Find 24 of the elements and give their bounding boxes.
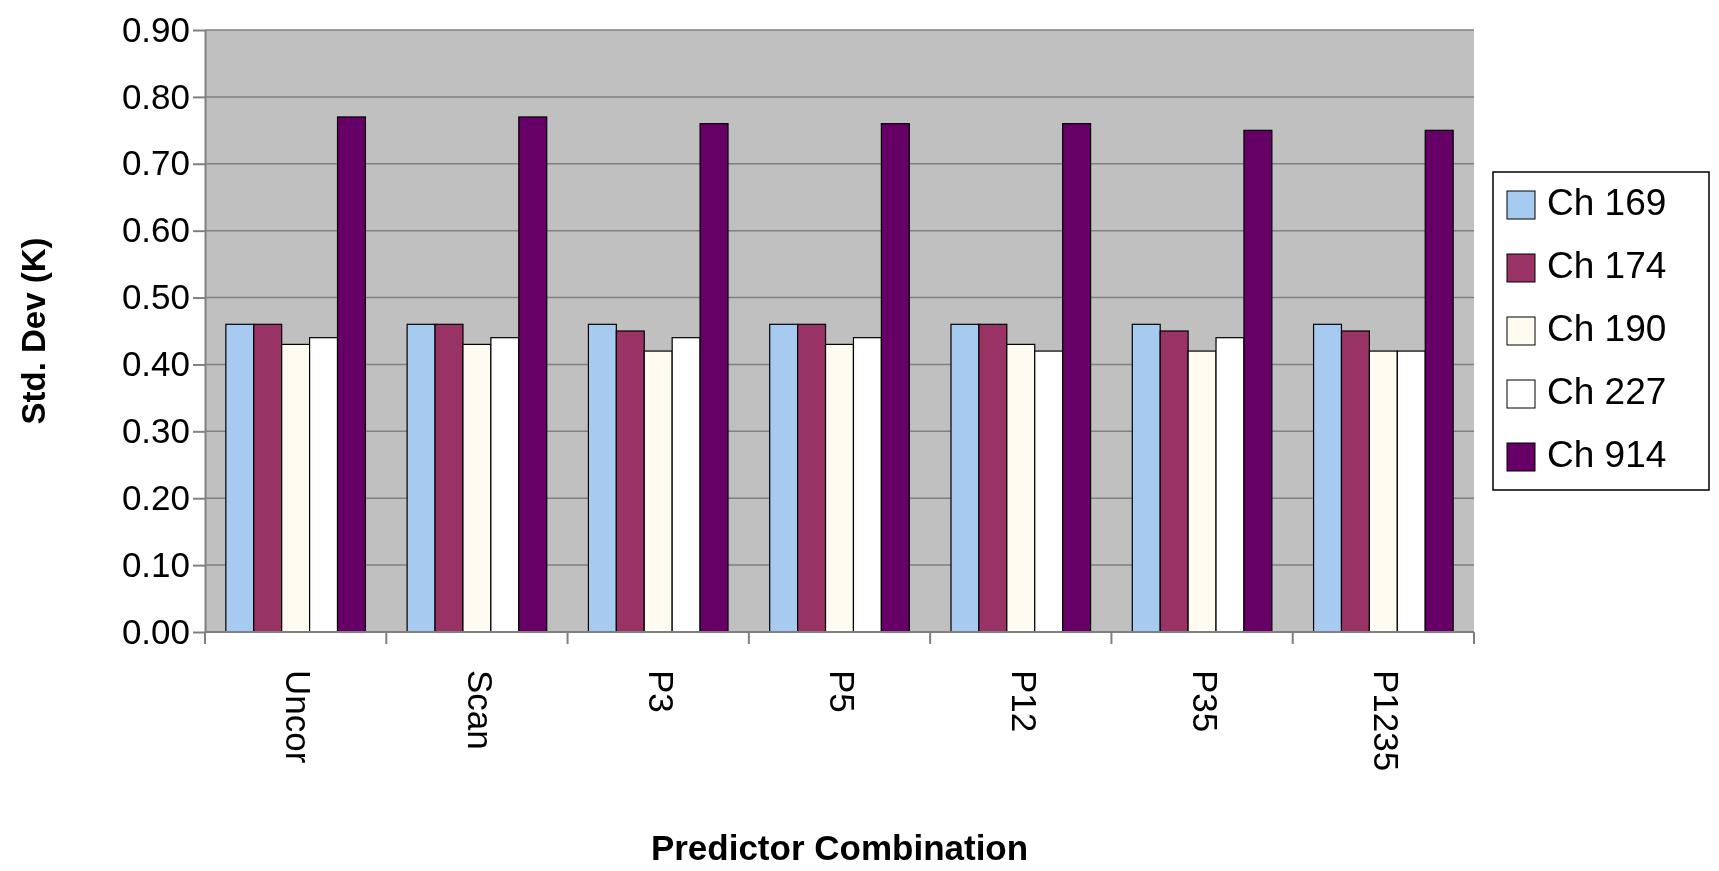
x-tick-label: P12 [1004, 670, 1044, 733]
legend-label: Ch 914 [1547, 433, 1667, 475]
y-tick-label: 0.50 [121, 277, 190, 317]
legend-label: Ch 174 [1547, 244, 1667, 286]
y-tick-label: 0.80 [121, 76, 190, 116]
y-tick-label: 0.60 [121, 210, 190, 250]
y-tick-label: 0.10 [121, 544, 190, 584]
y-axis-title: Std. Dev (K) [15, 237, 52, 425]
x-tick-label: Scan [460, 670, 500, 750]
y-tick-label: 0.30 [121, 411, 190, 451]
x-tick-label: P5 [823, 670, 863, 713]
x-tick-label: P3 [641, 670, 681, 713]
y-tick-label: 0.00 [121, 611, 190, 651]
x-tick-label: P35 [1185, 670, 1225, 733]
legend-label: Ch 169 [1547, 181, 1667, 223]
legend-label: Ch 190 [1547, 307, 1667, 349]
x-tick-label: P1235 [1367, 670, 1407, 772]
legend-label: Ch 227 [1547, 370, 1667, 412]
y-tick-label: 0.40 [121, 344, 190, 384]
y-tick-label: 0.20 [121, 477, 190, 517]
y-tick-label: 0.70 [121, 143, 190, 183]
x-tick-label: Uncor [279, 670, 319, 764]
y-tick-label: 0.90 [121, 9, 190, 49]
x-axis-title: Predictor Combination [650, 828, 1029, 867]
